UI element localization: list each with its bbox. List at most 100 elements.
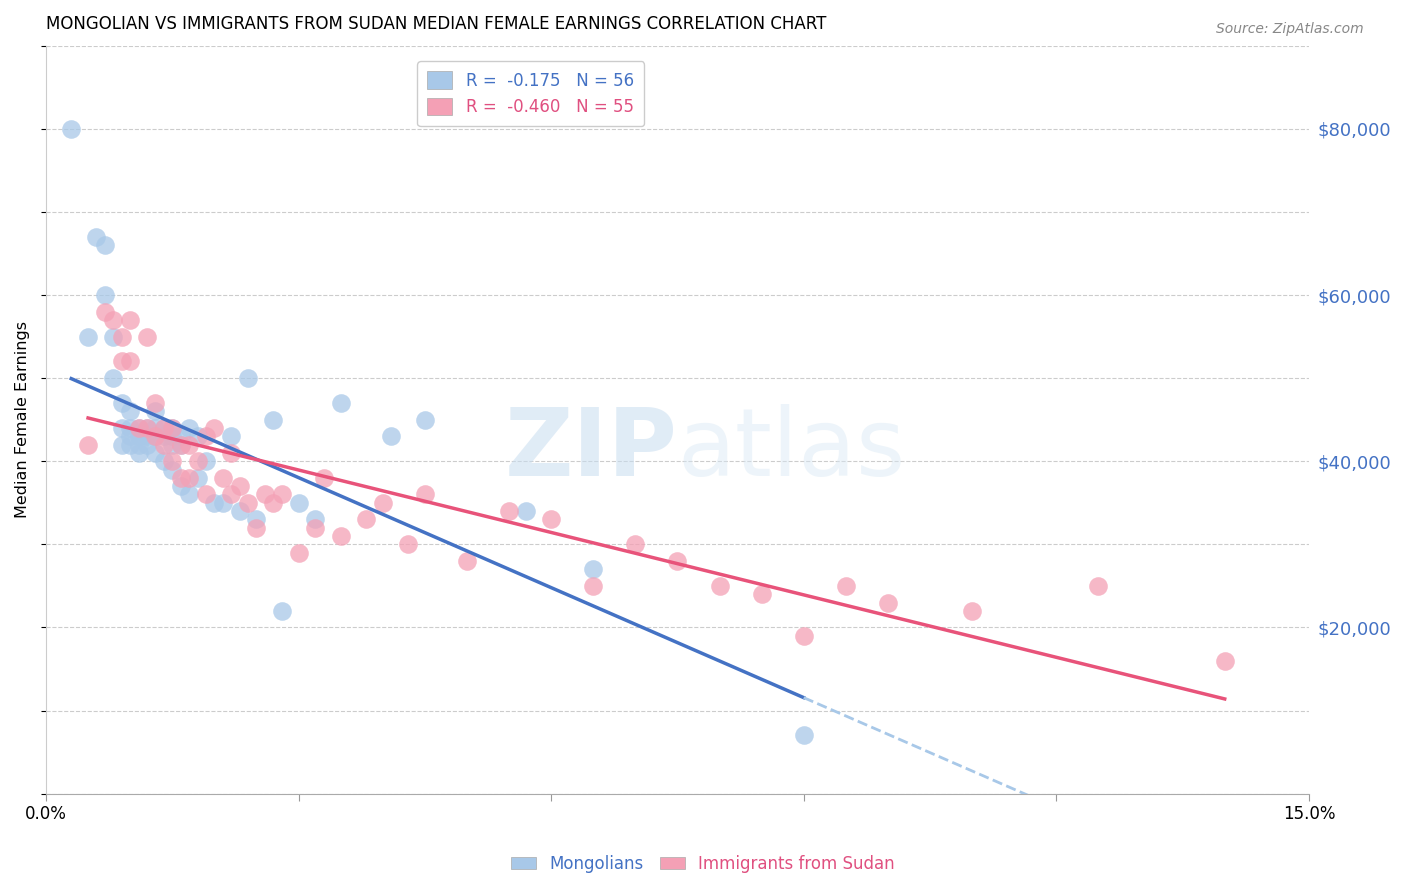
Point	[312, 471, 335, 485]
Point	[270, 487, 292, 501]
Point	[186, 471, 208, 485]
Point	[94, 238, 117, 252]
Text: MONGOLIAN VS IMMIGRANTS FROM SUDAN MEDIAN FEMALE EARNINGS CORRELATION CHART: MONGOLIAN VS IMMIGRANTS FROM SUDAN MEDIA…	[46, 15, 827, 33]
Text: atlas: atlas	[678, 403, 905, 496]
Point	[835, 579, 858, 593]
Legend: Mongolians, Immigrants from Sudan: Mongolians, Immigrants from Sudan	[505, 848, 901, 880]
Point	[219, 487, 242, 501]
Point	[153, 429, 176, 443]
Point	[177, 471, 200, 485]
Text: ZIP: ZIP	[505, 403, 678, 496]
Point	[228, 504, 250, 518]
Point	[128, 437, 150, 451]
Point	[194, 454, 217, 468]
Point	[960, 604, 983, 618]
Point	[709, 579, 731, 593]
Point	[211, 471, 233, 485]
Point	[170, 429, 193, 443]
Legend: R =  -0.175   N = 56, R =  -0.460   N = 55: R = -0.175 N = 56, R = -0.460 N = 55	[418, 62, 644, 126]
Point	[177, 437, 200, 451]
Point	[219, 446, 242, 460]
Point	[253, 487, 276, 501]
Point	[128, 446, 150, 460]
Point	[162, 421, 184, 435]
Point	[228, 479, 250, 493]
Point	[262, 412, 284, 426]
Point	[262, 496, 284, 510]
Point	[245, 512, 267, 526]
Point	[128, 421, 150, 435]
Point	[136, 329, 159, 343]
Point	[245, 521, 267, 535]
Point	[136, 437, 159, 451]
Point	[582, 562, 605, 576]
Point	[60, 121, 83, 136]
Point	[194, 429, 217, 443]
Point	[153, 421, 176, 435]
Point	[145, 421, 167, 435]
Point	[103, 329, 125, 343]
Point	[270, 604, 292, 618]
Point	[111, 421, 134, 435]
Point	[236, 496, 259, 510]
Point	[515, 504, 537, 518]
Point	[170, 471, 193, 485]
Point	[153, 421, 176, 435]
Point	[177, 487, 200, 501]
Point	[751, 587, 773, 601]
Point	[136, 421, 159, 435]
Point	[1087, 579, 1109, 593]
Point	[77, 437, 100, 451]
Point	[111, 437, 134, 451]
Point	[145, 429, 167, 443]
Point	[1213, 654, 1236, 668]
Point	[77, 329, 100, 343]
Point	[120, 354, 142, 368]
Point	[162, 421, 184, 435]
Point	[120, 404, 142, 418]
Point	[145, 446, 167, 460]
Point	[540, 512, 562, 526]
Point	[413, 412, 436, 426]
Point	[153, 437, 176, 451]
Point	[120, 421, 142, 435]
Point	[498, 504, 520, 518]
Point	[793, 729, 815, 743]
Point	[136, 421, 159, 435]
Y-axis label: Median Female Earnings: Median Female Earnings	[15, 321, 30, 518]
Point	[94, 288, 117, 302]
Point	[186, 429, 208, 443]
Point	[304, 521, 326, 535]
Point	[170, 437, 193, 451]
Point	[456, 554, 478, 568]
Point	[145, 404, 167, 418]
Point	[186, 454, 208, 468]
Point	[287, 496, 309, 510]
Point	[666, 554, 689, 568]
Point	[162, 454, 184, 468]
Point	[396, 537, 419, 551]
Point	[354, 512, 377, 526]
Point	[120, 437, 142, 451]
Point	[287, 546, 309, 560]
Point	[111, 354, 134, 368]
Point	[162, 437, 184, 451]
Point	[380, 429, 402, 443]
Point	[111, 396, 134, 410]
Point	[153, 454, 176, 468]
Point	[194, 487, 217, 501]
Point	[145, 396, 167, 410]
Point	[582, 579, 605, 593]
Point	[128, 421, 150, 435]
Point	[170, 479, 193, 493]
Point	[877, 595, 900, 609]
Point	[111, 329, 134, 343]
Point	[304, 512, 326, 526]
Point	[202, 496, 225, 510]
Point	[162, 462, 184, 476]
Point	[177, 421, 200, 435]
Point	[136, 429, 159, 443]
Point	[413, 487, 436, 501]
Text: Source: ZipAtlas.com: Source: ZipAtlas.com	[1216, 22, 1364, 37]
Point	[170, 437, 193, 451]
